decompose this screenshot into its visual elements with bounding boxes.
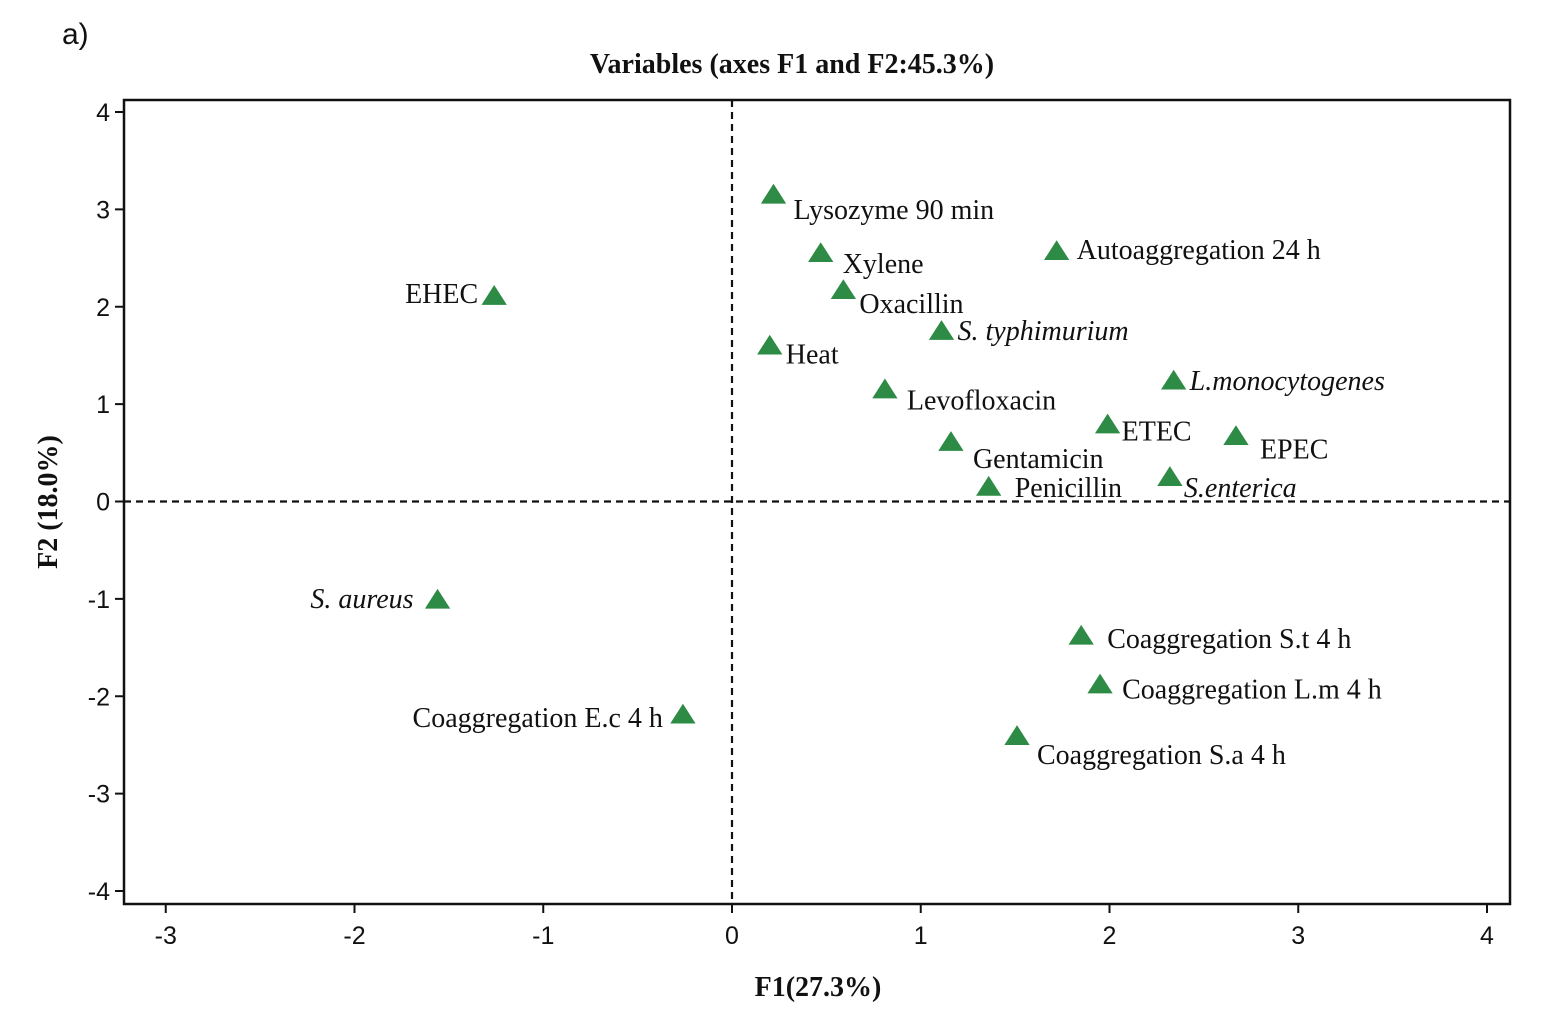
point-label: EPEC [1260,434,1328,465]
point-marker [928,320,955,340]
point-marker [1087,673,1113,694]
point-label: Coaggregation S.t 4 h [1107,624,1351,655]
point-marker [760,183,787,204]
point-label: L.monocytogenes [1189,366,1385,397]
point-marker [1161,369,1187,390]
x-tick-label: 2 [1103,922,1117,950]
point-label: S. typhimurium [958,316,1129,347]
point-marker [808,242,834,262]
y-tick-label: 4 [96,99,110,127]
point-marker [1068,624,1094,645]
point-label: EHEC [405,279,478,310]
point-marker [1094,413,1121,434]
point-marker [670,703,696,724]
x-tick-label: -2 [343,922,365,950]
point-label: Xylene [843,249,924,280]
y-tick-label: -2 [88,683,110,711]
point-marker [976,475,1002,496]
y-tick-label: 3 [96,196,110,224]
y-tick-label: 0 [96,489,110,517]
point-marker [1223,425,1249,446]
x-tick-label: 0 [725,922,739,950]
x-tick-label: -1 [532,922,554,950]
point-marker [830,279,857,299]
point-label: S.enterica [1184,473,1297,504]
point-label: Coaggregation S.a 4 h [1037,740,1286,771]
x-axis-label: F1(27.3%) [755,972,882,1003]
x-tick-label: 4 [1480,922,1494,950]
y-tick-label: 1 [96,391,110,419]
point-marker [1157,466,1183,486]
y-tick-label: -1 [88,586,110,614]
x-tick-label: 3 [1291,922,1305,950]
y-axis-label: F2 (18.0%) [33,435,64,569]
point-label: Oxacillin [859,289,963,320]
point-marker [1004,725,1030,745]
point-label: Autoaggregation 24 h [1077,235,1321,266]
y-tick-label: -3 [88,781,110,809]
point-marker [872,378,898,399]
y-tick-label: 2 [96,294,110,322]
point-label: Coaggregation L.m 4 h [1122,675,1382,706]
point-marker [757,334,783,355]
point-label: Gentamicin [973,444,1104,475]
point-label: Coaggregation E.c 4 h [413,703,663,734]
point-label: Penicillin [1015,473,1122,504]
point-label: Levofloxacin [907,386,1056,417]
y-tick-label: -4 [88,878,110,906]
point-label: ETEC [1122,417,1192,448]
x-tick-label: 1 [914,922,928,950]
panel-label: a) [62,18,89,51]
point-marker [481,285,507,305]
point-label: Heat [786,340,839,371]
point-label: Lysozyme 90 min [794,195,995,226]
point-marker [938,431,964,451]
point-marker [1044,240,1070,261]
chart-title: Variables (axes F1 and F2:45.3%) [590,49,994,80]
point-label: S. aureus [310,584,413,615]
point-marker [424,588,451,609]
x-tick-label: -3 [155,922,177,950]
